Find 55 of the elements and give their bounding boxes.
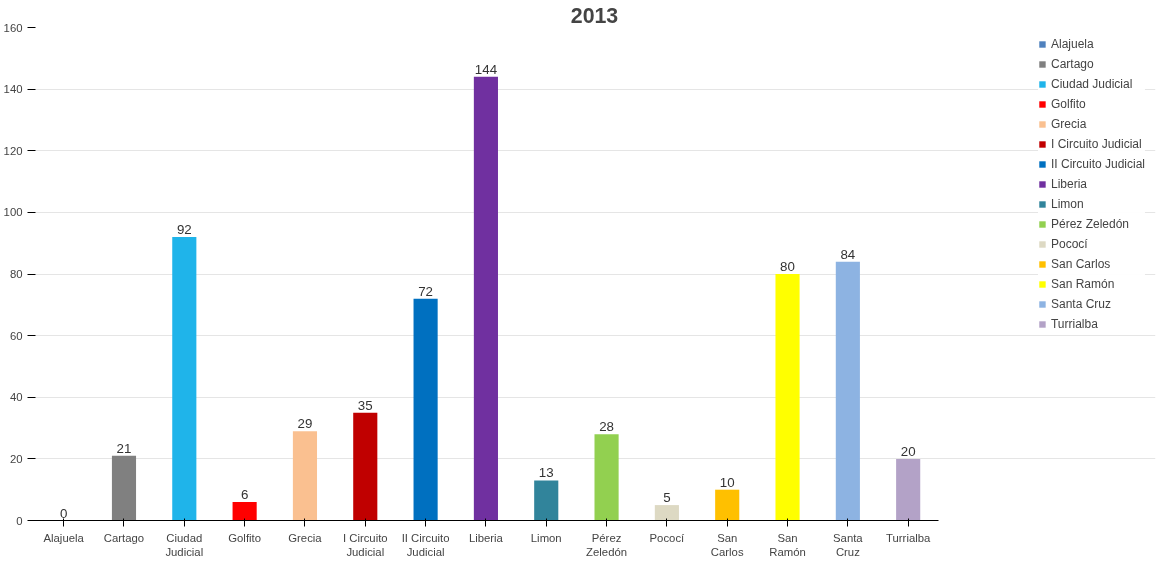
- legend-label: Golfito: [1050, 97, 1086, 111]
- x-tick-label: Pococí: [649, 531, 686, 544]
- legend-label: Pérez Zeledón: [1050, 217, 1130, 231]
- legend-label: Alajuela: [1050, 37, 1094, 51]
- legend-label: Limon: [1050, 197, 1084, 211]
- x-tick-label: Alajuela: [43, 531, 85, 544]
- legend-label: San Ramón: [1050, 277, 1115, 291]
- x-tick-label: Golfito: [228, 531, 262, 544]
- x-tick-label: San Ramón: [769, 531, 806, 558]
- data-label: 29: [297, 416, 313, 432]
- x-tick-label: II Circuito Judicial: [401, 531, 450, 558]
- y-tick-label: 120: [3, 144, 23, 157]
- x-tick-label: Santa Cruz: [833, 531, 864, 558]
- legend-label: I Circuito Judicial: [1050, 137, 1142, 151]
- data-label: 5: [663, 490, 671, 506]
- legend-label: Santa Cruz: [1050, 297, 1111, 311]
- data-label: 72: [418, 283, 434, 299]
- data-label: 28: [599, 419, 614, 435]
- data-label: 13: [538, 465, 554, 481]
- x-tick-label: Liberia: [468, 531, 504, 544]
- x-tick-label: Grecia: [288, 531, 323, 544]
- x-tick-label: San Carlos: [710, 531, 744, 558]
- y-tick-label: 140: [3, 83, 23, 96]
- x-tick-label: I Circuito Judicial: [342, 531, 388, 558]
- y-tick-label: 0: [16, 514, 23, 527]
- data-label: 35: [357, 397, 373, 413]
- legend-label: Turrialba: [1050, 317, 1098, 331]
- data-label: 21: [116, 440, 132, 456]
- data-label: 80: [780, 259, 795, 274]
- x-tick-label: Cartago: [103, 531, 145, 544]
- x-tick-label: Limon: [530, 531, 562, 544]
- data-label: 92: [176, 222, 192, 238]
- y-tick-label: 20: [9, 452, 23, 465]
- legend-label: Pococí: [1050, 237, 1088, 251]
- legend-label: Liberia: [1050, 177, 1087, 191]
- chart-title: 2013: [570, 3, 619, 28]
- data-label: 20: [900, 443, 916, 459]
- legend-label: Cartago: [1050, 57, 1094, 71]
- data-label: 10: [719, 474, 735, 490]
- y-tick-label: 100: [3, 206, 23, 219]
- y-tick-label: 40: [9, 391, 23, 404]
- data-label: 144: [474, 61, 498, 77]
- legend-label: San Carlos: [1050, 257, 1111, 271]
- y-tick-label: 80: [9, 268, 23, 280]
- y-tick-label: 60: [9, 329, 23, 342]
- x-tick-label: Pérez Zeledón: [586, 531, 628, 558]
- data-label: 0: [59, 505, 68, 521]
- data-label: 6: [240, 487, 249, 503]
- legend-label: II Circuito Judicial: [1050, 157, 1145, 171]
- x-tick-label: Turrialba: [886, 531, 932, 544]
- legend-label: Ciudad Judicial: [1050, 77, 1133, 91]
- x-tick-label: Ciudad Judicial: [165, 531, 204, 558]
- y-tick-label: 160: [3, 21, 23, 34]
- legend-label: Grecia: [1050, 117, 1087, 131]
- data-label: 84: [840, 246, 856, 262]
